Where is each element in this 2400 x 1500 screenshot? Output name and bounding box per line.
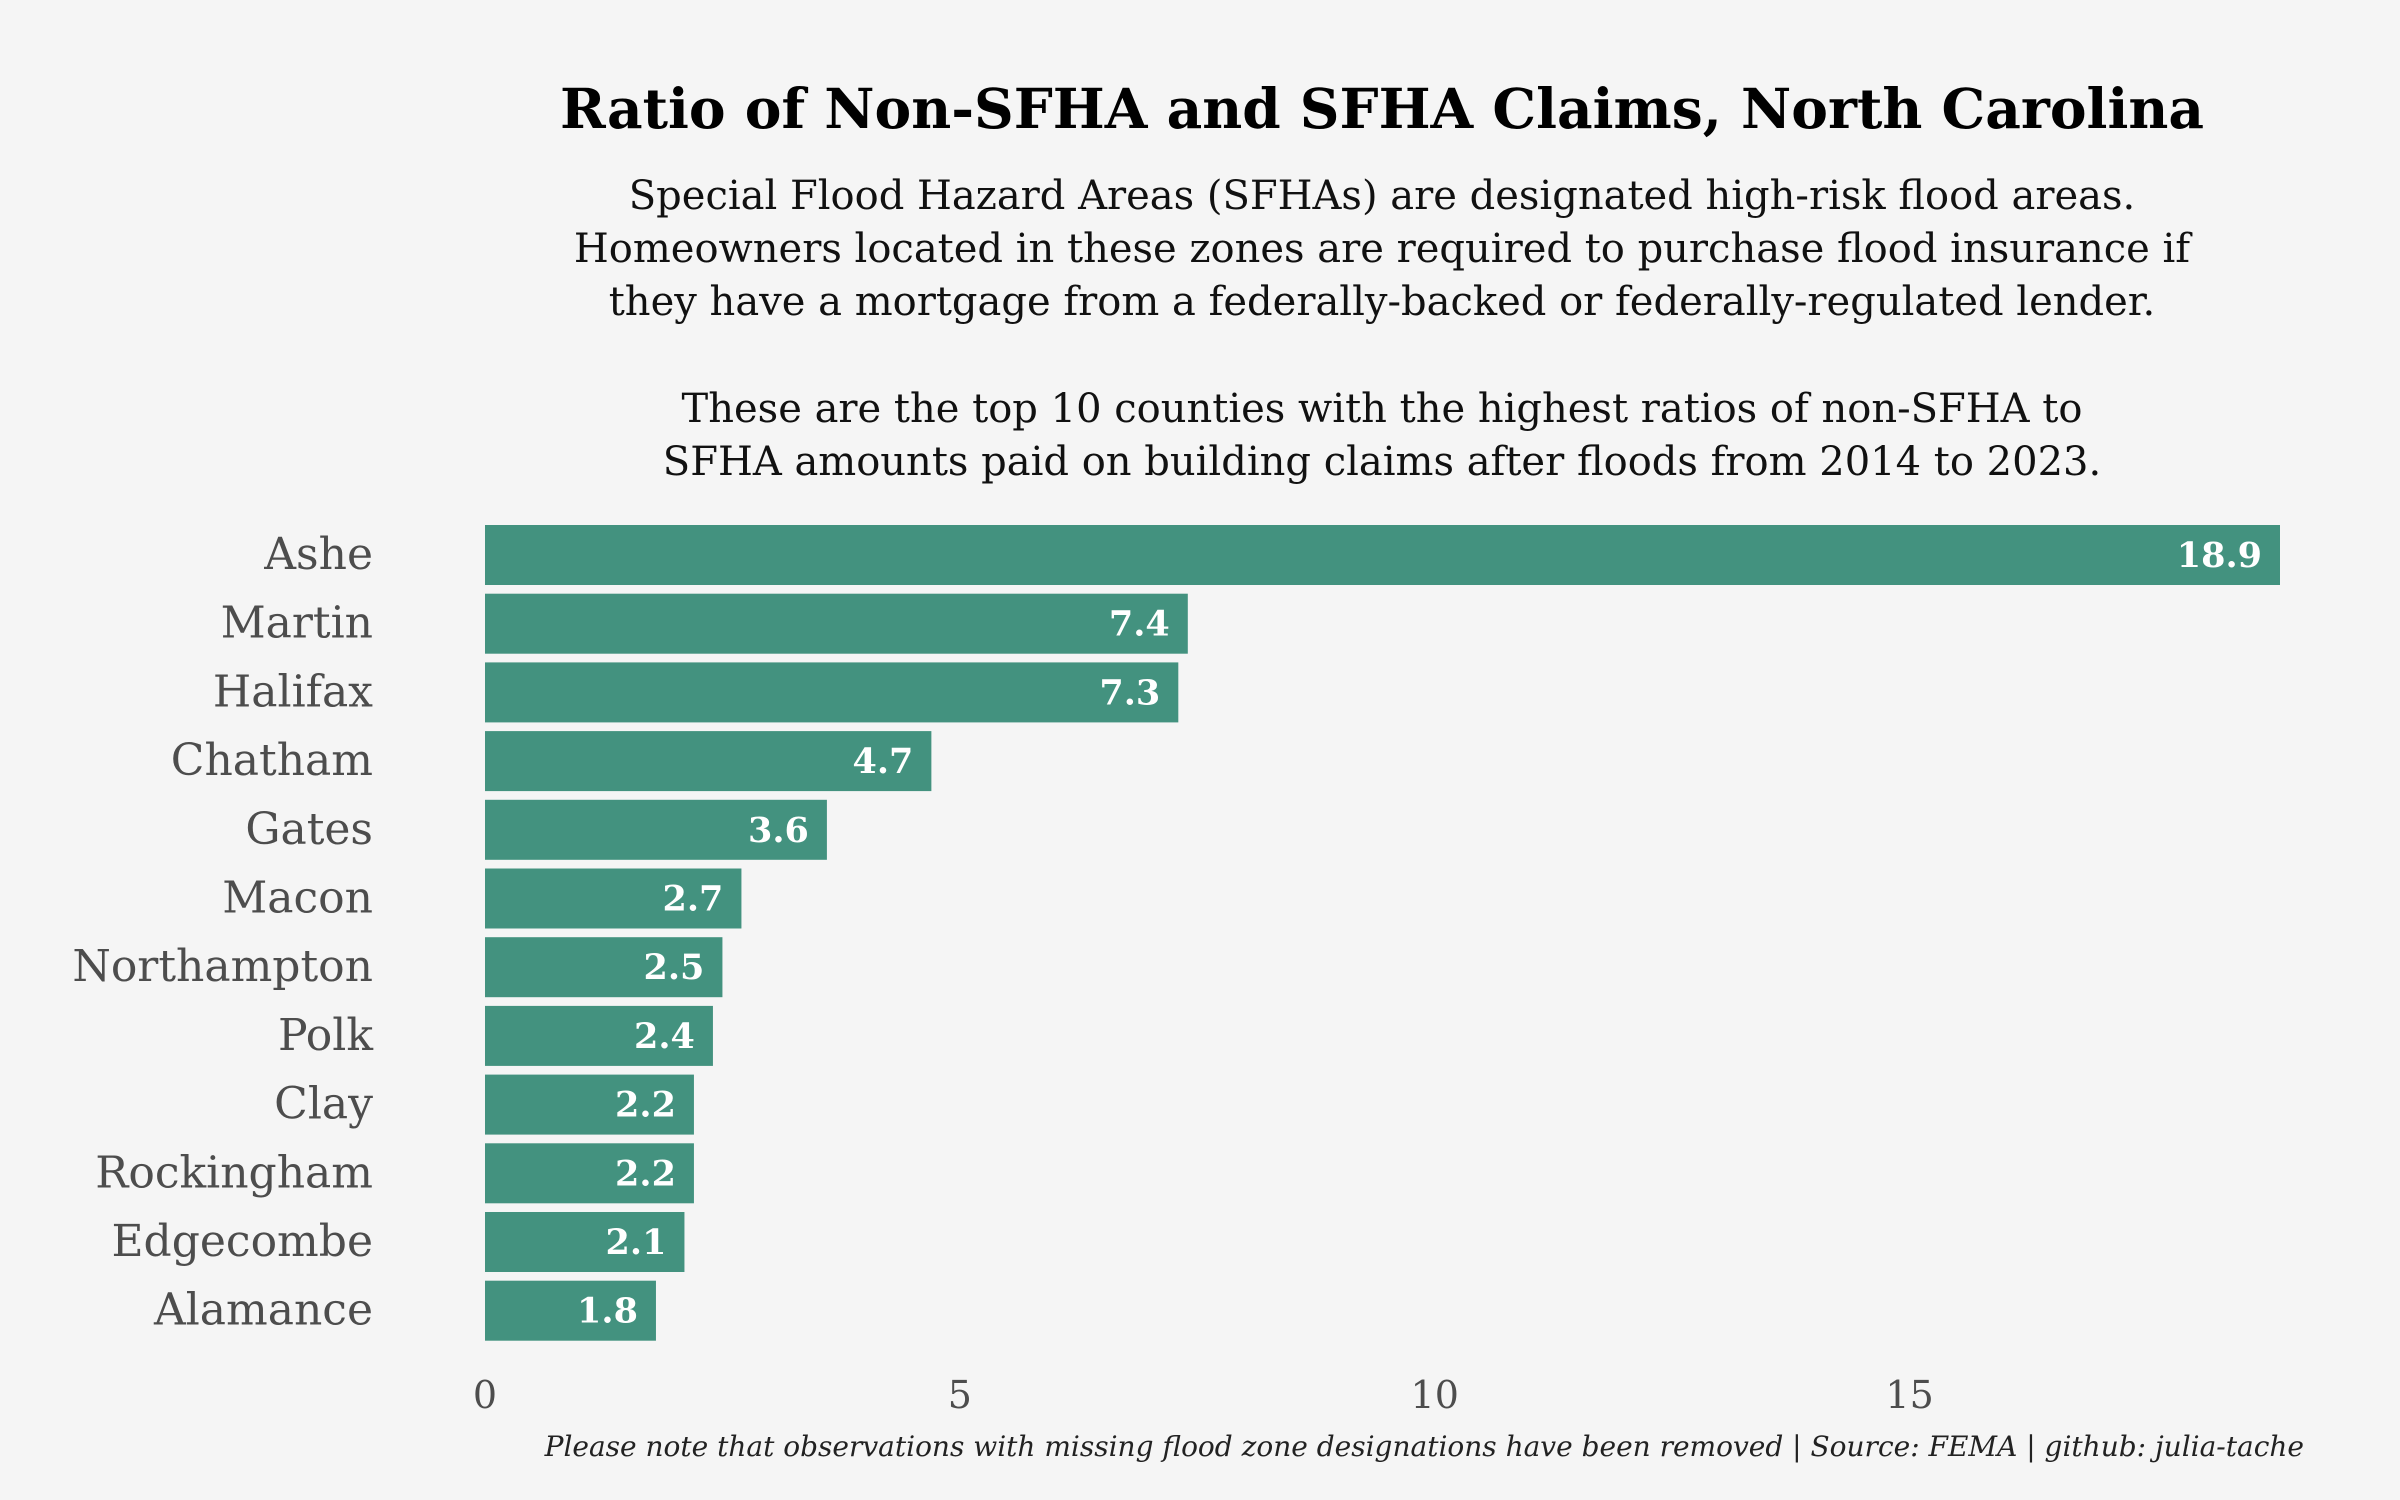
data-label: 18.9 xyxy=(2177,535,2262,576)
chart-caption: Please note that observations with missi… xyxy=(544,1430,2304,1463)
x-tick-label: 5 xyxy=(948,1373,972,1417)
data-label: 2.2 xyxy=(615,1085,676,1126)
x-tick-label: 0 xyxy=(473,1373,497,1417)
data-label: 2.5 xyxy=(644,947,705,988)
y-tick-label: Halifax xyxy=(213,666,373,717)
y-tick-label: Edgecombe xyxy=(111,1216,373,1267)
chart-title: Ratio of Non-SFHA and SFHA Claims, North… xyxy=(560,76,2204,141)
bar-martin xyxy=(485,593,1188,654)
y-tick-label: Rockingham xyxy=(95,1147,373,1198)
y-tick-label: Chatham xyxy=(171,735,373,786)
bar-rockingham xyxy=(485,1143,694,1204)
bar-macon xyxy=(485,868,742,929)
y-tick-label: Northampton xyxy=(72,941,373,992)
y-tick-label: Macon xyxy=(222,873,373,924)
bar-northampton xyxy=(485,937,723,998)
bar-ashe xyxy=(485,525,2280,585)
data-label: 2.7 xyxy=(663,879,724,920)
bar-edgecombe xyxy=(485,1212,685,1272)
y-tick-label: Martin xyxy=(221,598,373,649)
data-label: 2.2 xyxy=(615,1153,676,1194)
y-tick-label: Ashe xyxy=(263,529,373,580)
y-tick-label: Polk xyxy=(278,1010,373,1061)
data-label: 4.7 xyxy=(852,741,913,782)
y-tick-label: Alamance xyxy=(153,1285,373,1336)
data-label: 7.4 xyxy=(1109,604,1170,645)
data-label: 1.8 xyxy=(577,1291,638,1332)
y-tick-label: Clay xyxy=(274,1079,373,1130)
y-tick-label: Gates xyxy=(245,804,373,855)
bar-gates xyxy=(485,799,827,860)
chart-description: These are the top 10 counties with the h… xyxy=(662,386,2102,485)
data-label: 2.4 xyxy=(634,1016,695,1057)
x-tick-label: 15 xyxy=(1885,1373,1933,1417)
bar-halifax xyxy=(485,662,1179,723)
data-label: 3.6 xyxy=(748,810,809,851)
x-tick-label: 10 xyxy=(1411,1373,1459,1417)
chart-subtitle: Special Flood Hazard Areas (SFHAs) are d… xyxy=(573,173,2191,325)
data-label: 7.3 xyxy=(1099,672,1160,713)
bar-chatham xyxy=(485,731,932,792)
bar-clay xyxy=(485,1074,694,1135)
bar-polk xyxy=(485,1005,713,1066)
data-label: 2.1 xyxy=(606,1222,667,1263)
bar-alamance xyxy=(485,1280,656,1341)
